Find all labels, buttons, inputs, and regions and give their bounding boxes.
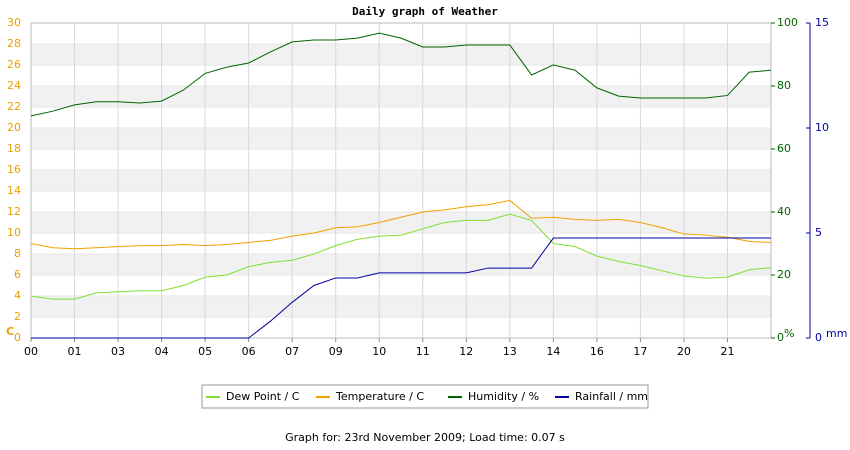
y-tick-label: 14 bbox=[7, 184, 21, 197]
legend-box bbox=[201, 384, 649, 409]
x-tick-label: 07 bbox=[285, 345, 299, 358]
y-tick-label: 12 bbox=[7, 205, 21, 218]
y2-tick-label: 0 bbox=[777, 331, 784, 344]
y-tick-label: 8 bbox=[14, 247, 21, 260]
x-tick-label: 09 bbox=[329, 345, 343, 358]
grid-band bbox=[31, 170, 771, 191]
series-line bbox=[30, 213, 772, 300]
y-tick-label: 28 bbox=[7, 37, 21, 50]
plot-border bbox=[30, 22, 772, 339]
x-tick-label: 03 bbox=[111, 345, 125, 358]
grid-band bbox=[31, 296, 771, 317]
x-tick-label: 06 bbox=[242, 345, 256, 358]
y-tick-label: 26 bbox=[7, 58, 21, 71]
x-tick-label: 05 bbox=[198, 345, 212, 358]
y2-tick-label: 80 bbox=[777, 79, 791, 92]
y-axis-label: C bbox=[6, 325, 14, 338]
y-tick-label: 10 bbox=[7, 226, 21, 239]
grid-band bbox=[31, 254, 771, 275]
y-tick-label: 0 bbox=[14, 331, 21, 344]
x-tick-label: 21 bbox=[720, 345, 734, 358]
y3-axis-label: mm bbox=[826, 327, 847, 340]
y-tick-label: 4 bbox=[14, 289, 21, 302]
y-tick-label: 6 bbox=[14, 268, 21, 281]
y3-tick-label: 10 bbox=[815, 121, 829, 134]
y-tick-label: 20 bbox=[7, 121, 21, 134]
legend-label: Humidity / % bbox=[468, 390, 539, 403]
x-tick-label: 16 bbox=[590, 345, 604, 358]
x-tick-label: 01 bbox=[68, 345, 82, 358]
x-tick-label: 04 bbox=[155, 345, 169, 358]
y3-tick-label: 15 bbox=[815, 16, 829, 29]
y3-tick-label: 5 bbox=[815, 226, 822, 239]
series-line bbox=[30, 199, 772, 250]
legend-label: Rainfall / mm bbox=[575, 390, 648, 403]
y-tick-label: 22 bbox=[7, 100, 21, 113]
grid-band bbox=[31, 86, 771, 107]
y2-tick-label: 40 bbox=[777, 205, 791, 218]
x-tick-label: 10 bbox=[372, 345, 386, 358]
x-tick-label: 12 bbox=[459, 345, 473, 358]
grid-band bbox=[31, 212, 771, 233]
x-tick-label: 20 bbox=[677, 345, 691, 358]
legend-label: Dew Point / C bbox=[226, 390, 300, 403]
y2-tick-label: 60 bbox=[777, 142, 791, 155]
y2-axis-label: % bbox=[784, 327, 794, 340]
grid-band bbox=[31, 128, 771, 149]
y2-tick-label: 100 bbox=[777, 16, 798, 29]
series-line bbox=[30, 32, 772, 117]
x-tick-label: 13 bbox=[503, 345, 517, 358]
y-tick-label: 24 bbox=[7, 79, 21, 92]
y-tick-label: 30 bbox=[7, 16, 21, 29]
x-tick-label: 00 bbox=[24, 345, 38, 358]
x-tick-label: 14 bbox=[546, 345, 560, 358]
y2-tick-label: 20 bbox=[777, 268, 791, 281]
chart-title: Daily graph of Weather bbox=[352, 5, 498, 18]
footer: Graph for: 23rd November 2009; Load time… bbox=[285, 431, 565, 444]
x-tick-label: 17 bbox=[633, 345, 647, 358]
y-tick-label: 16 bbox=[7, 163, 21, 176]
grid-band bbox=[31, 44, 771, 65]
y3-tick-label: 0 bbox=[815, 331, 822, 344]
y-tick-label: 18 bbox=[7, 142, 21, 155]
y-tick-label: 2 bbox=[14, 310, 21, 323]
legend-label: Temperature / C bbox=[335, 390, 424, 403]
x-tick-label: 11 bbox=[416, 345, 430, 358]
series-line bbox=[31, 237, 771, 339]
